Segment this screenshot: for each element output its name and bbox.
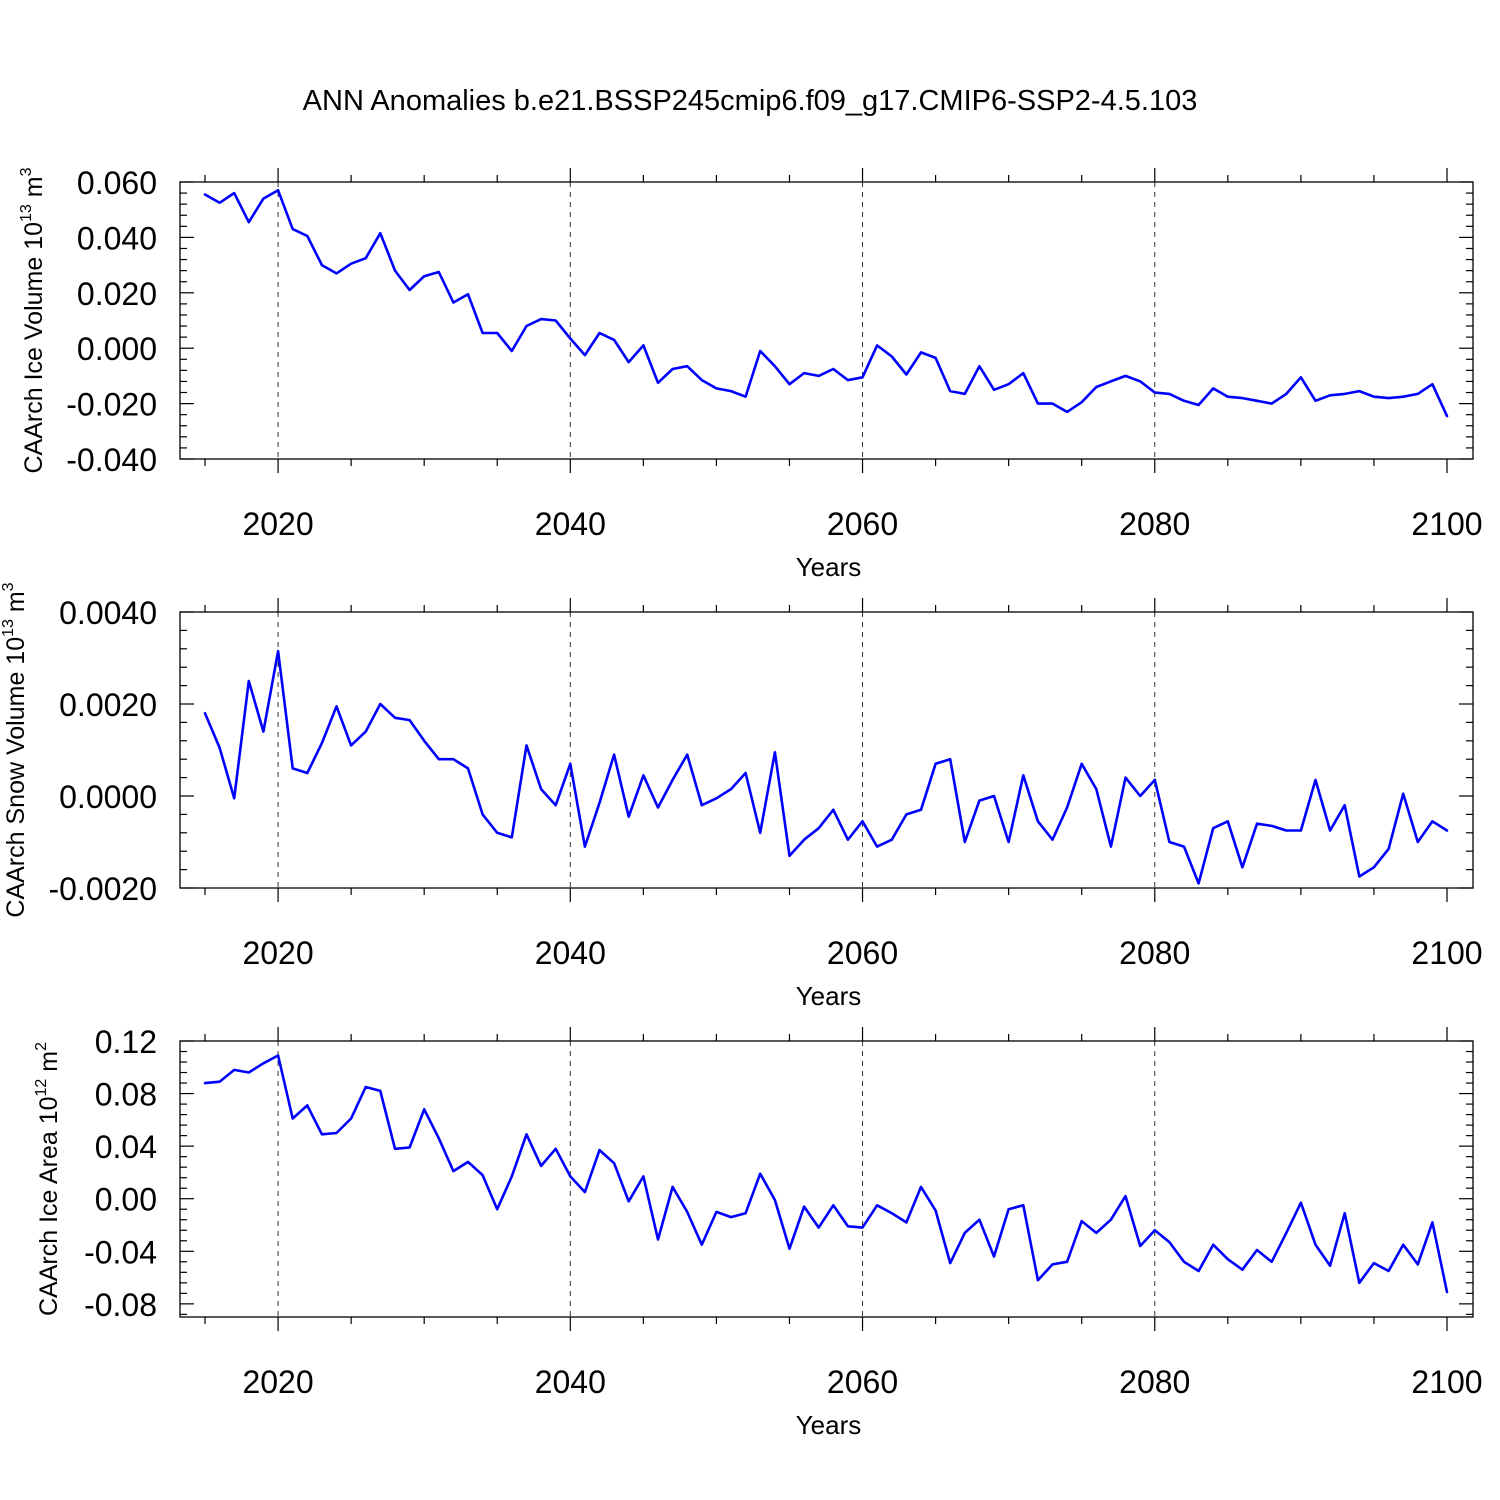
x-axis-label: Years — [796, 1410, 862, 1440]
plot-frame — [179, 611, 1474, 889]
y-tick-label: 0.060 — [77, 165, 157, 201]
y-tick-label: -0.04 — [84, 1234, 157, 1270]
y-tick-label: 0.0020 — [59, 687, 157, 723]
y-axis-label: CAArch Ice Volume 1013 m3 — [18, 167, 48, 473]
y-tick-label: 0.0040 — [59, 595, 157, 631]
series-line — [203, 649, 1449, 885]
y-tick-label: 0.040 — [77, 220, 157, 256]
x-tick-label: 2020 — [242, 935, 313, 971]
y-tick-label: 0.04 — [95, 1129, 157, 1165]
x-tick-label: 2020 — [242, 1364, 313, 1400]
y-tick-label: -0.0020 — [48, 871, 157, 907]
y-tick-label: 0.08 — [95, 1077, 157, 1113]
x-tick-label: 2080 — [1119, 935, 1190, 971]
ice-volume-panel: 2020 2040 2060 2080 2100 -0.040 -0.020 0.000 0.0… — [18, 165, 1483, 582]
y-axis-label: CAArch Snow Volume 1013 m3 — [0, 582, 30, 917]
x-tick-label: 2040 — [535, 506, 606, 542]
series-line — [203, 189, 1449, 418]
x-tick-label: 2060 — [827, 935, 898, 971]
x-tick-label: 2040 — [535, 1364, 606, 1400]
series-line — [203, 1054, 1449, 1294]
x-tick-label: 2100 — [1411, 935, 1482, 971]
plot-frame — [179, 181, 1474, 460]
x-tick-label: 2060 — [827, 1364, 898, 1400]
x-tick-label: 2080 — [1119, 506, 1190, 542]
x-axis-label: Years — [796, 981, 862, 1011]
y-tick-label: 0.0000 — [59, 779, 157, 815]
y-tick-label: -0.08 — [84, 1287, 157, 1323]
y-tick-label: -0.040 — [66, 442, 157, 478]
plot-frame — [179, 1040, 1474, 1318]
x-tick-label: 2080 — [1119, 1364, 1190, 1400]
y-tick-label: 0.00 — [95, 1182, 157, 1218]
x-tick-label: 2060 — [827, 506, 898, 542]
snow-volume-panel: 2020 2040 2060 2080 2100 -0.0020 0.0000 0.0020 0… — [0, 582, 1483, 1011]
y-tick-label: 0.020 — [77, 276, 157, 312]
chart-title: ANN Anomalies b.e21.BSSP245cmip6.f09_g17… — [303, 85, 1198, 117]
y-tick-label: 0.12 — [95, 1024, 157, 1060]
x-tick-label: 2100 — [1411, 506, 1482, 542]
x-tick-label: 2020 — [242, 506, 313, 542]
y-tick-label: 0.000 — [77, 331, 157, 367]
x-axis-label: Years — [796, 552, 862, 582]
x-tick-label: 2100 — [1411, 1364, 1482, 1400]
x-tick-label: 2040 — [535, 935, 606, 971]
y-tick-label: -0.020 — [66, 387, 157, 423]
y-axis-label: CAArch Ice Area 1012 m2 — [33, 1042, 63, 1316]
ice-area-panel: 2020 2040 2060 2080 2100 -0.08 -0.04 0.00 0.04 0.… — [33, 1024, 1483, 1440]
